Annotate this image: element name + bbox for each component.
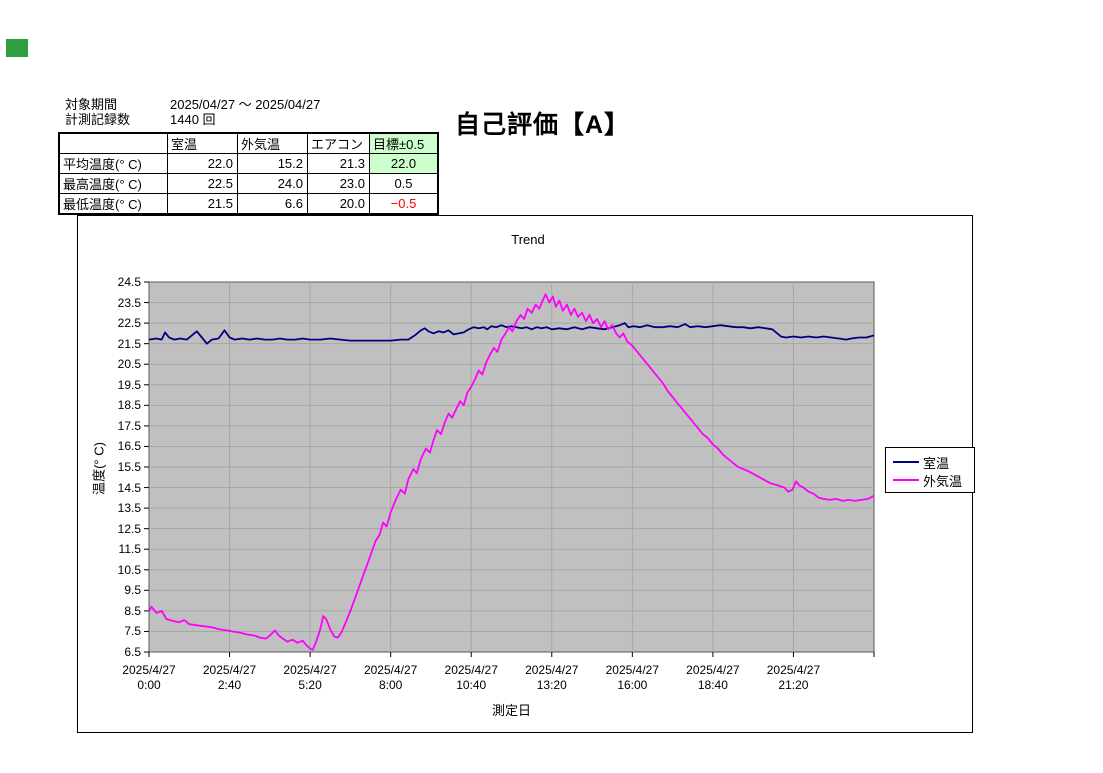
trend-chart: Trend 温度(° C) 測定日 24.5 23.5 22.5 21.5 20.5 19…: [77, 215, 975, 733]
avg-outdoor-temp: 15.2: [237, 153, 308, 174]
chart-title: Trend: [511, 232, 545, 247]
x-tick-label: 2025/4/27 16:00: [591, 663, 673, 693]
avg-room-temp: 22.0: [167, 153, 238, 174]
y-tick-label: 13.5: [117, 501, 141, 516]
table-row-min: 最低温度(° C) 21.5 6.6 20.0 −0.5: [58, 193, 439, 215]
y-tick-label: 22.5: [117, 316, 141, 331]
x-axis-title: 測定日: [491, 703, 531, 718]
y-tick-label: 6.5: [124, 645, 141, 659]
series-line-室温: [148, 322, 875, 345]
header-outdoor-temp: 外気温: [237, 132, 308, 154]
record-count-value: 1440 回: [170, 112, 216, 127]
x-tick-label: 2025/4/27 2:40: [189, 663, 271, 693]
record-count-label: 計測記録数: [65, 112, 131, 127]
x-tick-time: 13:20: [536, 678, 567, 692]
header-blank: [58, 132, 168, 154]
x-tick-label: 2025/4/27 21:20: [752, 663, 834, 693]
target-temp: 22.0: [369, 153, 439, 174]
x-tick-date: 2025/4/27: [363, 663, 418, 677]
x-tick-time: 5:20: [298, 678, 322, 692]
table-header-row: 室温 外気温 エアコン 目標±0.5: [58, 132, 439, 154]
chart-plot-area: [144, 281, 875, 657]
legend-label-room-temp: 室温: [923, 455, 950, 471]
x-tick-date: 2025/4/27: [122, 663, 176, 677]
y-tick-label: 12.5: [117, 521, 141, 536]
x-tick-label: 2025/4/27 18:40: [672, 663, 754, 693]
outdoor-temp-line-sample: [893, 479, 919, 481]
x-tick-time: 16:00: [617, 678, 648, 692]
x-tick-time: 21:20: [778, 678, 809, 692]
min-aircon-temp: 20.0: [307, 193, 370, 215]
y-tick-label: 10.5: [117, 562, 141, 577]
min-outdoor-temp: 6.6: [237, 193, 308, 215]
green-marker: [6, 39, 28, 57]
x-tick-date: 2025/4/27: [686, 663, 740, 677]
x-tick-date: 2025/4/27: [444, 663, 498, 677]
y-tick-label: 9.5: [124, 583, 141, 598]
y-tick-label: 7.5: [124, 624, 141, 639]
min-room-temp: 21.5: [167, 193, 238, 215]
x-tick-label: 2025/4/27 0:00: [108, 663, 190, 693]
y-tick-label: 16.5: [117, 439, 141, 454]
x-tick-date: 2025/4/27: [605, 663, 660, 677]
legend-item-room-temp: 室温: [893, 453, 974, 471]
chart-legend: 室温 外気温: [885, 447, 975, 493]
y-tick-label: 8.5: [124, 603, 141, 618]
header-aircon: エアコン: [307, 132, 370, 154]
y-tick-label: 21.5: [117, 336, 141, 351]
max-room-temp: 22.5: [167, 173, 238, 194]
row-label-min: 最低温度(° C): [58, 193, 168, 215]
x-tick-date: 2025/4/27: [283, 663, 337, 677]
legend-label-outdoor-temp: 外気温: [923, 473, 963, 489]
x-tick-time: 10:40: [456, 678, 487, 692]
x-tick-label: 2025/4/27 13:20: [511, 663, 593, 693]
target-upper-dev: 0.5: [369, 173, 439, 194]
period-value: 2025/04/27 ～ 2025/04/27: [170, 97, 321, 112]
table-row-average: 平均温度(° C) 22.0 15.2 21.3 22.0: [58, 153, 439, 174]
avg-aircon-temp: 21.3: [307, 153, 370, 174]
target-lower-dev: −0.5: [369, 193, 439, 215]
y-tick-label: 23.5: [117, 295, 141, 310]
y-tick-label: 18.5: [117, 398, 141, 413]
header-room-temp: 室温: [167, 132, 238, 154]
max-outdoor-temp: 24.0: [237, 173, 308, 194]
x-tick-time: 0:00: [137, 678, 161, 692]
row-label-average: 平均温度(° C): [58, 153, 168, 174]
y-tick-label: 11.5: [118, 542, 141, 557]
x-tick-time: 8:00: [378, 678, 403, 692]
x-tick-label: 2025/4/27 5:20: [269, 663, 351, 693]
x-tick-date: 2025/4/27: [202, 663, 257, 677]
table-row-max: 最高温度(° C) 22.5 24.0 23.0 0.5: [58, 173, 439, 194]
y-tick-label: 15.5: [117, 460, 141, 474]
room-temp-line-sample: [893, 461, 919, 463]
self-evaluation-title: 自己評価【A】: [455, 111, 631, 139]
x-tick-date: 2025/4/27: [525, 663, 579, 677]
x-tick-date: 2025/4/27: [766, 663, 821, 677]
y-tick-label: 24.5: [117, 275, 141, 289]
series-line-外気温: [148, 293, 875, 651]
y-tick-label: 20.5: [117, 357, 141, 372]
x-tick-time: 2:40: [217, 678, 242, 692]
period-label: 対象期間: [65, 97, 118, 112]
x-tick-time: 18:40: [697, 678, 728, 692]
temperature-summary-table: 室温 外気温 エアコン 目標±0.5 平均温度(° C) 22.0 15.2 2…: [58, 132, 439, 215]
max-aircon-temp: 23.0: [307, 173, 370, 194]
y-tick-label: 17.5: [117, 418, 141, 433]
x-tick-label: 2025/4/27 8:00: [350, 663, 432, 693]
legend-item-outdoor-temp: 外気温: [893, 471, 974, 489]
y-tick-label: 14.5: [117, 480, 141, 495]
header-target: 目標±0.5: [369, 132, 439, 154]
x-tick-label: 2025/4/27 10:40: [430, 663, 512, 693]
row-label-max: 最高温度(° C): [58, 173, 168, 194]
y-tick-label: 19.5: [117, 377, 141, 392]
